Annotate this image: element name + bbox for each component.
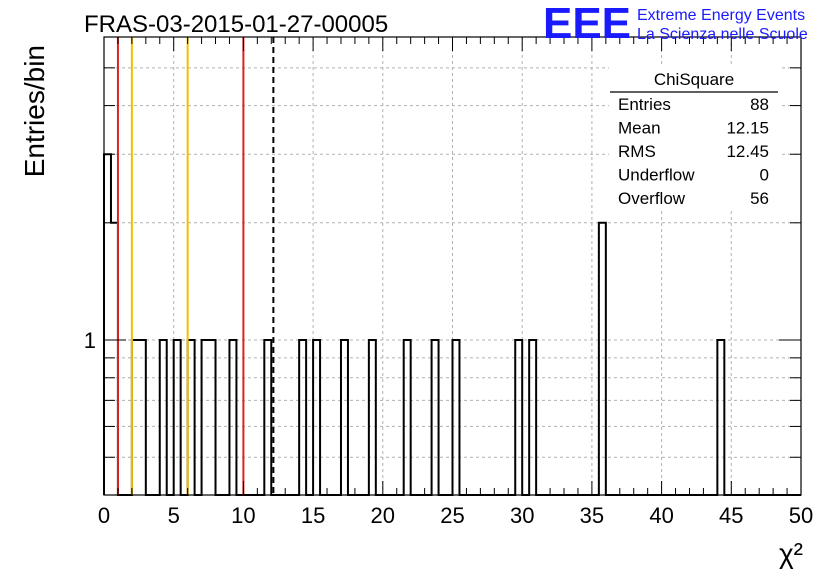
stats-label: RMS [618,142,656,161]
histogram-bin [202,340,209,495]
histogram-bin [299,340,306,495]
histogram-bin [139,340,146,495]
x-tick-label: 0 [98,503,110,528]
stats-background [609,66,779,210]
x-tick-label: 10 [231,503,255,528]
histogram-bin [111,223,118,495]
histogram-bin [453,340,460,495]
stats-value: 56 [750,189,769,208]
histogram-bin [432,340,439,495]
stats-value: 0 [760,166,769,185]
x-axis-label: χ² [779,538,803,569]
y-tick-label: 1 [84,328,96,353]
histogram-bin [174,340,181,495]
x-tick-label: 50 [789,503,813,528]
histogram-bin [160,340,167,495]
x-tick-label: 15 [301,503,325,528]
histogram-bin [599,223,606,495]
histogram-bin [341,340,348,495]
x-tick-label: 35 [580,503,604,528]
reference-lines [116,37,275,495]
histogram-bin [132,340,139,495]
x-tick-label: 5 [168,503,180,528]
stats-box: ChiSquare Entries 88 Mean 12.15 RMS 12.45 Unde… [609,66,779,210]
x-tick-label: 20 [371,503,395,528]
histogram-bin [369,340,376,495]
histogram-bin [529,340,536,495]
y-axis-label: Entries/bin [19,45,50,177]
stats-title: ChiSquare [654,70,734,89]
histogram-bin [188,340,195,495]
chart-title: FRAS-03-2015-01-27-00005 [84,11,388,38]
x-tick-label: 40 [649,503,673,528]
logo-line-1: Extreme Energy Events [637,7,805,24]
histogram-bin [515,340,522,495]
axis-ticks [103,37,802,495]
histogram-bin [404,340,411,495]
stats-label: Mean [618,119,661,138]
stats-label: Entries [618,95,671,114]
stats-label: Overflow [618,189,686,208]
x-tick-label: 25 [440,503,464,528]
axis-tick-labels: 0 5 10 15 20 25 30 35 40 45 50 1 [84,328,813,528]
stats-label: Underflow [618,166,695,185]
stats-value: 12.15 [726,119,769,138]
stats-value: 12.45 [726,142,769,161]
stats-value: 88 [750,95,769,114]
histogram-bin [264,340,271,495]
logo-line-2: La Scienza nelle Scuole [637,26,808,43]
histogram-bin [313,340,320,495]
histogram-bin [229,340,236,495]
x-tick-label: 30 [510,503,534,528]
eee-logo: EEE Extreme Energy Events La Scienza nel… [543,0,808,48]
histogram-bin [104,154,111,495]
histogram-bin [717,340,724,495]
x-tick-label: 45 [719,503,743,528]
histogram-bin [209,340,216,495]
logo-mark: EEE [543,0,631,48]
